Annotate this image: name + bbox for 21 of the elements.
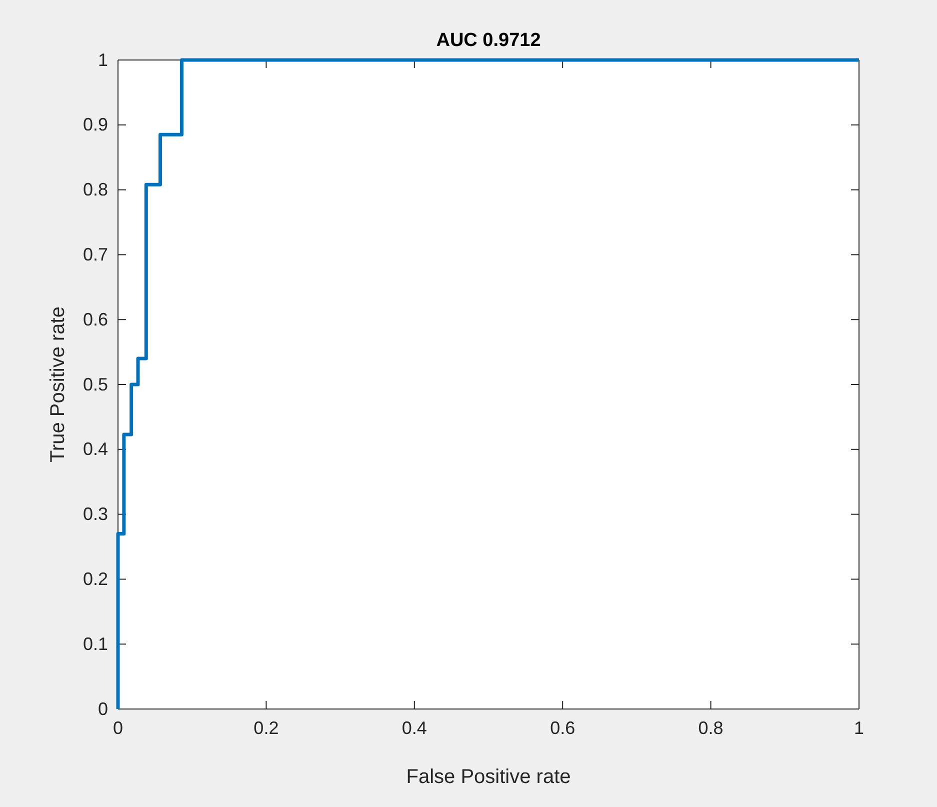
y-tick-label: 0.2 — [82, 568, 108, 589]
y-tick-label: 0.4 — [82, 439, 108, 460]
x-tick-label: 0.4 — [402, 718, 427, 738]
x-tick-label: 0.8 — [698, 718, 724, 738]
x-tick-label: 0.2 — [254, 718, 279, 738]
y-tick-label: 0.6 — [82, 309, 108, 330]
y-tick-label: 0.8 — [82, 180, 108, 200]
x-axis-title: False Positive rate — [406, 766, 571, 788]
y-tick-label: 0.5 — [82, 374, 108, 394]
y-tick-label: 0.3 — [82, 504, 108, 524]
x-tick-label: 1 — [854, 718, 864, 738]
x-tick-label: 0 — [112, 718, 124, 738]
y-tick-label: 0 — [98, 698, 108, 719]
y-tick-label: 0.1 — [82, 634, 108, 654]
chart-title: AUC 0.9712 — [436, 30, 541, 51]
y-tick-label: 0.9 — [82, 114, 108, 135]
y-tick-label: 0.7 — [82, 244, 108, 264]
y-axis-title: True Positive rate — [47, 306, 69, 462]
y-tick-label: 1 — [98, 50, 108, 70]
line-series — [116, 58, 861, 711]
x-tick-label: 0.6 — [550, 718, 576, 738]
